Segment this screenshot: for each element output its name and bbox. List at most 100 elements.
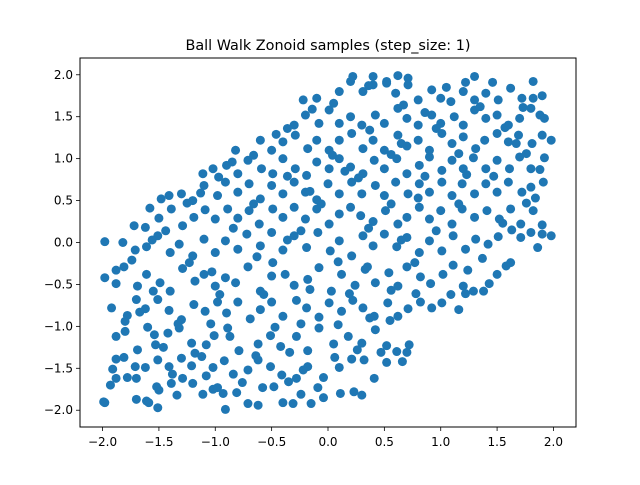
data-point: [364, 81, 374, 91]
data-point: [323, 179, 333, 189]
data-point: [518, 102, 528, 112]
data-point: [276, 341, 286, 351]
data-point: [335, 388, 345, 398]
data-point: [120, 316, 130, 326]
data-point: [424, 187, 434, 197]
data-point: [314, 323, 324, 333]
data-point: [539, 113, 549, 123]
data-point: [348, 295, 358, 305]
y-tick-label: 0.0: [54, 236, 73, 250]
data-point: [252, 252, 262, 262]
data-point: [130, 245, 140, 255]
data-point: [393, 281, 403, 291]
data-point: [396, 139, 406, 149]
data-point: [396, 235, 406, 245]
data-point: [330, 352, 340, 362]
data-point: [352, 345, 362, 355]
data-point: [220, 404, 230, 414]
data-point: [448, 260, 458, 270]
data-point: [437, 246, 447, 256]
data-point: [438, 269, 448, 279]
data-point: [403, 80, 413, 90]
data-point: [296, 389, 306, 399]
data-point: [213, 297, 223, 307]
data-point: [178, 373, 188, 383]
data-point: [437, 177, 447, 187]
data-point: [404, 340, 414, 350]
data-point: [190, 348, 200, 358]
data-point: [314, 118, 324, 128]
data-point: [111, 354, 121, 364]
data-point: [537, 91, 547, 101]
data-point: [225, 331, 235, 341]
data-point: [164, 305, 174, 315]
data-point: [253, 339, 263, 349]
data-point: [300, 110, 310, 120]
data-point: [379, 118, 389, 128]
data-point: [454, 199, 464, 209]
data-point: [187, 361, 197, 371]
data-point: [234, 346, 244, 356]
data-point: [334, 135, 344, 145]
data-point: [213, 383, 223, 393]
data-point: [449, 112, 459, 122]
data-point: [296, 226, 306, 236]
data-point: [347, 128, 357, 138]
data-point: [303, 144, 313, 154]
data-point: [314, 263, 324, 273]
data-point: [504, 164, 514, 174]
data-point: [376, 347, 386, 357]
data-point: [379, 229, 389, 239]
data-point: [386, 285, 396, 295]
data-point: [516, 232, 526, 242]
data-point: [447, 155, 457, 165]
data-point: [197, 352, 207, 362]
data-point: [402, 347, 412, 357]
data-point: [462, 170, 472, 180]
data-point: [350, 280, 360, 290]
data-point: [399, 100, 409, 110]
data-point: [413, 193, 423, 203]
data-point: [349, 387, 359, 397]
data-point: [370, 110, 380, 120]
data-point: [228, 223, 238, 233]
data-point: [176, 353, 186, 363]
data-point: [100, 273, 110, 283]
data-point: [220, 236, 230, 246]
data-point: [424, 236, 434, 246]
data-point: [393, 71, 403, 81]
data-point: [537, 130, 547, 140]
data-point: [517, 187, 527, 197]
data-point: [298, 95, 308, 105]
data-point: [132, 281, 142, 291]
data-point: [516, 219, 526, 229]
data-point: [306, 399, 316, 409]
data-point: [506, 83, 516, 93]
data-point: [492, 155, 502, 165]
data-point: [427, 85, 437, 95]
data-point: [410, 258, 420, 268]
data-point: [537, 229, 547, 239]
data-point: [347, 251, 357, 261]
data-point: [481, 164, 491, 174]
x-tick-label: −2.0: [88, 435, 117, 449]
x-tick-label: 2.0: [544, 435, 563, 449]
data-point: [243, 365, 253, 375]
data-point: [176, 189, 186, 199]
data-point: [142, 269, 152, 279]
data-point: [107, 303, 117, 313]
data-point: [347, 177, 357, 187]
x-tick-label: −1.0: [201, 435, 230, 449]
data-point: [447, 191, 457, 201]
data-point: [256, 164, 266, 174]
x-axis: −2.0 −1.5 −1.0 −0.5 0.0 0.5 1.0 1.5 2.0: [88, 427, 563, 449]
data-point: [178, 221, 188, 231]
data-point: [196, 188, 206, 198]
data-point: [188, 378, 198, 388]
data-point: [458, 120, 468, 130]
data-point: [397, 357, 407, 367]
data-point: [382, 341, 392, 351]
data-point: [105, 380, 115, 390]
data-point: [348, 71, 358, 81]
data-point: [441, 82, 451, 92]
